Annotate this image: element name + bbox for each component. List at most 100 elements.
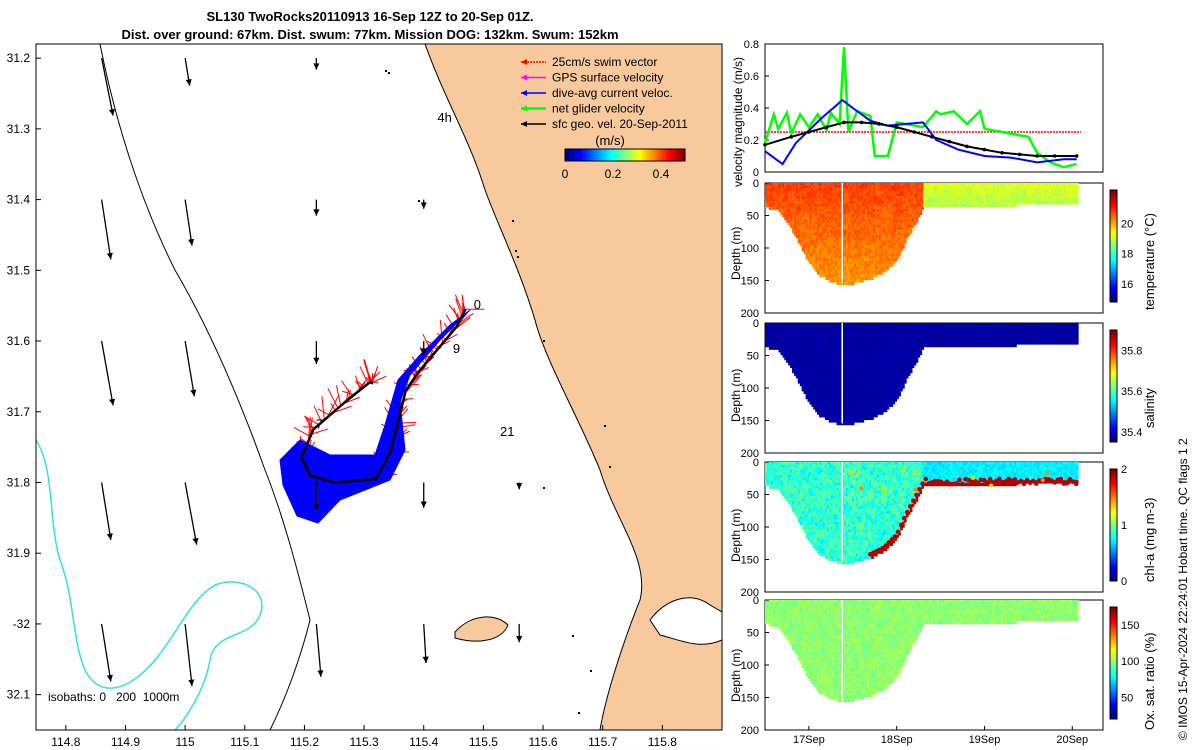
section-cell xyxy=(857,214,861,218)
section-cell xyxy=(844,211,847,215)
section-cell xyxy=(851,279,855,283)
section-cell xyxy=(786,188,789,192)
section-cell xyxy=(803,185,807,189)
section-cell xyxy=(836,266,840,270)
section-cell xyxy=(770,206,774,210)
section-cell xyxy=(828,240,832,244)
section-cell xyxy=(766,201,770,205)
section-cell xyxy=(801,206,805,210)
section-cell xyxy=(855,242,859,247)
section-cell xyxy=(826,235,830,239)
section-cell xyxy=(859,188,863,192)
vel-geo-point xyxy=(1000,151,1004,155)
section-cell xyxy=(851,245,855,249)
section-cell xyxy=(784,190,787,195)
section-cell xyxy=(842,255,845,260)
section-cell xyxy=(851,250,855,254)
section-cell xyxy=(857,185,861,189)
colorbar-cell xyxy=(597,149,600,161)
section-cell xyxy=(853,258,857,262)
section-cell xyxy=(766,196,770,200)
map-x-tick-label: 115.2 xyxy=(290,735,319,749)
legend-label: sfc geo. vel. 20-Sep-2011 xyxy=(552,117,688,131)
section-cell xyxy=(855,201,859,205)
section-cell xyxy=(819,268,822,273)
section-cell xyxy=(836,198,840,202)
section-cell xyxy=(817,190,820,195)
section-cell xyxy=(822,240,826,244)
section-cell xyxy=(770,188,774,192)
section-cell xyxy=(836,242,840,247)
section-cell xyxy=(807,242,811,247)
section-cell xyxy=(817,206,820,210)
vel-geo-point xyxy=(877,122,881,126)
section-cell xyxy=(797,209,801,213)
section-cell xyxy=(832,266,836,270)
section-cell xyxy=(776,206,780,210)
geo-arrow xyxy=(315,623,322,677)
section-cell xyxy=(809,206,812,210)
section-cell xyxy=(803,183,807,187)
section-cell xyxy=(838,258,841,262)
section-cell xyxy=(768,185,772,189)
rock-dot xyxy=(543,340,545,342)
section-cell xyxy=(846,209,849,213)
section-cell xyxy=(801,201,805,205)
section-cell xyxy=(815,227,818,231)
section-cell xyxy=(788,219,791,223)
section-cell xyxy=(850,201,853,205)
section-cell xyxy=(848,274,851,278)
section-cell xyxy=(836,261,840,265)
section-cell xyxy=(846,271,849,275)
section-cell xyxy=(850,250,853,254)
section-cell xyxy=(813,183,816,187)
section-cell xyxy=(826,232,830,236)
section-cell xyxy=(824,222,828,226)
section-cell xyxy=(792,188,795,192)
section-cell xyxy=(801,188,805,192)
section-cell xyxy=(826,206,830,210)
section-cell xyxy=(801,196,805,200)
section-cell xyxy=(821,214,824,218)
section-cell xyxy=(809,183,812,187)
section-cell xyxy=(797,214,801,218)
section-cell xyxy=(850,261,853,265)
section-cell xyxy=(834,216,838,221)
section-cell xyxy=(851,271,855,275)
swim-vector xyxy=(304,416,313,433)
map-y-tick-label: 31.7 xyxy=(7,405,31,419)
section-cell xyxy=(786,196,789,200)
section-cell xyxy=(857,245,861,249)
section-cell xyxy=(832,255,836,260)
section-cell xyxy=(807,206,811,210)
section-colorbar-tick: 20 xyxy=(1121,218,1133,230)
section-cell xyxy=(842,219,845,223)
section-cell xyxy=(853,263,857,267)
section-cell xyxy=(844,232,847,236)
section-cell xyxy=(830,222,834,226)
section-cell xyxy=(838,229,841,234)
swim-vector xyxy=(404,377,420,394)
section-cell xyxy=(803,222,807,226)
section-cell xyxy=(809,193,812,197)
section-cell xyxy=(815,216,818,221)
section-cell xyxy=(809,253,812,257)
section-cell xyxy=(786,185,789,189)
map-x-tick-label: 114.8 xyxy=(51,735,80,749)
section-cell xyxy=(850,198,853,202)
section-cell xyxy=(838,271,841,275)
section-cell xyxy=(801,237,805,241)
section-cell xyxy=(815,219,818,223)
rock-dot xyxy=(590,670,592,672)
section-cell xyxy=(794,183,797,187)
section-cell xyxy=(838,281,841,286)
vel-panel-frame xyxy=(764,43,1104,173)
section-cell xyxy=(790,188,793,192)
section-cell xyxy=(850,222,853,226)
section-cell xyxy=(792,224,795,228)
section-cell xyxy=(797,190,801,195)
section-cell xyxy=(813,211,816,215)
section-cell xyxy=(842,248,845,252)
section-cell xyxy=(830,263,834,267)
section-cell xyxy=(851,227,855,231)
